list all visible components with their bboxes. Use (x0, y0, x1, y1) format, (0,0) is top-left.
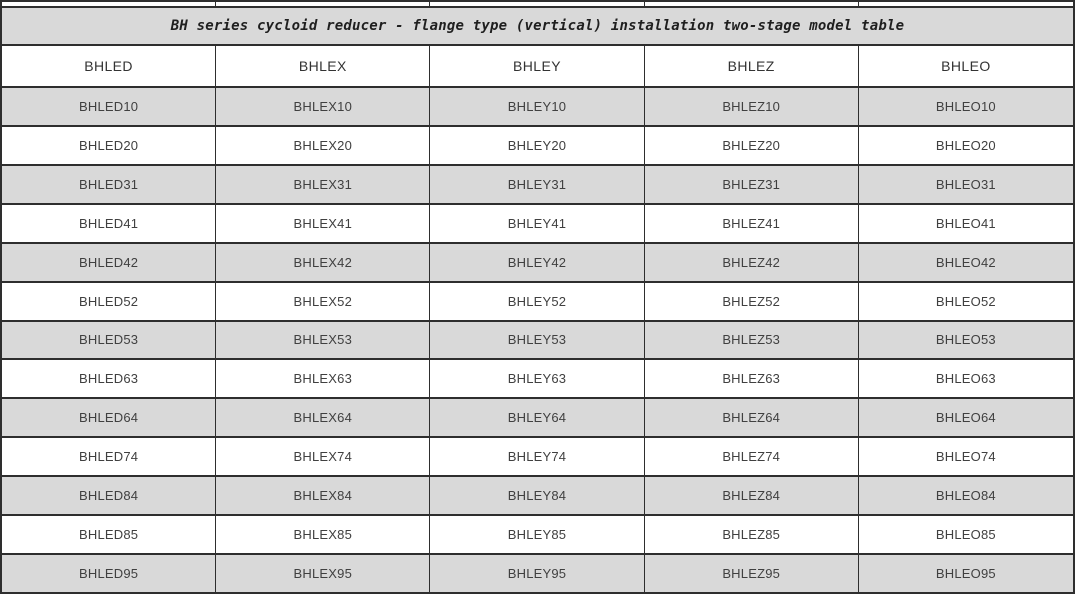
model-cell: BHLEX84 (216, 477, 431, 515)
model-cell: BHLED53 (2, 321, 217, 359)
model-cell: BHLEZ53 (645, 321, 859, 359)
model-cell: BHLEX31 (216, 165, 431, 203)
table-row: BHLED84 BHLEX84 BHLEY84 BHLEZ84 BHLEO84 (2, 477, 1073, 517)
model-cell: BHLEY64 (430, 399, 645, 437)
model-cell: BHLEO64 (935, 410, 996, 426)
table-row: BHLED20 BHLEX20 BHLEY20 BHLEZ20 BHLEO20 (2, 126, 1073, 166)
model-cell: BHLEZ63 (645, 360, 859, 398)
model-cell: BHLEO41 (935, 215, 996, 231)
model-cell: BHLEO42 (935, 254, 996, 270)
model-cell: BHLEO85 (935, 527, 996, 543)
model-cell: BHLEZ95 (645, 555, 859, 592)
sliver-cell (645, 2, 859, 6)
table-row: BHLED31 BHLEX31 BHLEY31 BHLEZ31 BHLEO31 (2, 165, 1073, 205)
sliver-cell (430, 2, 645, 6)
model-cell: BHLEO53 (935, 332, 996, 348)
model-cell: BHLED20 (2, 126, 217, 164)
column-header-bhlex: BHLEX (216, 46, 431, 86)
sliver-cell (216, 2, 431, 6)
table-header-row: BHLED BHLEX BHLEY BHLEZ BHLEO (2, 46, 1073, 88)
model-cell: BHLED64 (2, 399, 217, 437)
model-cell: BHLEZ84 (645, 477, 859, 515)
model-cell: BHLEZ74 (645, 438, 859, 476)
model-cell: BHLED74 (2, 438, 217, 476)
table-row: BHLED10 BHLEX10 BHLEY10 BHLEZ10 BHLEO10 (2, 88, 1073, 127)
column-header-bhled: BHLED (2, 46, 217, 86)
model-cell: BHLEX10 (216, 88, 431, 125)
table-title: BH series cycloid reducer - flange type … (170, 18, 905, 34)
model-cell: BHLEY85 (430, 516, 645, 554)
table-row: BHLED95 BHLEX95 BHLEY95 BHLEZ95 BHLEO95 (2, 555, 1073, 592)
column-header-bhley: BHLEY (430, 46, 645, 86)
model-cell: BHLEZ64 (645, 399, 859, 437)
table-row: BHLED42 BHLEX42 BHLEY42 BHLEZ42 BHLEO42 (2, 243, 1073, 283)
model-cell: BHLEO10 (935, 98, 996, 114)
model-cell: BHLEY74 (430, 438, 645, 476)
model-cell: BHLEO95 (935, 566, 996, 582)
model-cell: BHLED42 (2, 243, 217, 281)
model-cell: BHLEY42 (430, 243, 645, 281)
model-cell: BHLEY10 (430, 88, 645, 125)
model-cell: BHLEO31 (935, 176, 996, 192)
model-cell: BHLEX85 (216, 516, 431, 554)
model-cell: BHLED41 (2, 204, 217, 242)
sliver-cell (859, 2, 1073, 6)
model-cell: BHLEO74 (935, 449, 996, 465)
model-cell: BHLED31 (2, 165, 217, 203)
table-title-row: BH series cycloid reducer - flange type … (2, 8, 1073, 46)
model-cell: BHLEO84 (935, 488, 996, 504)
column-header-bhlez: BHLEZ (645, 46, 859, 86)
model-cell: BHLED10 (2, 88, 217, 125)
model-cell: BHLEX95 (216, 555, 431, 592)
column-header-bhleo: BHLEO (941, 58, 991, 74)
model-cell: BHLEY52 (430, 282, 645, 320)
table-row: BHLED85 BHLEX85 BHLEY85 BHLEZ85 BHLEO85 (2, 516, 1073, 556)
model-cell: BHLEX42 (216, 243, 431, 281)
model-cell: BHLED84 (2, 477, 217, 515)
model-cell: BHLEZ20 (645, 126, 859, 164)
model-cell: BHLEX74 (216, 438, 431, 476)
model-cell: BHLEX52 (216, 282, 431, 320)
model-cell: BHLEX63 (216, 360, 431, 398)
model-cell: BHLED63 (2, 360, 217, 398)
model-cell: BHLEY63 (430, 360, 645, 398)
model-cell: BHLEX20 (216, 126, 431, 164)
model-cell: BHLEX41 (216, 204, 431, 242)
model-cell: BHLEZ41 (645, 204, 859, 242)
model-cell: BHLEY84 (430, 477, 645, 515)
model-cell: BHLEY53 (430, 321, 645, 359)
model-cell: BHLEO63 (935, 371, 996, 387)
model-cell: BHLEZ31 (645, 165, 859, 203)
model-cell: BHLEZ10 (645, 88, 859, 125)
model-cell: BHLEX64 (216, 399, 431, 437)
table-row: BHLED53 BHLEX53 BHLEY53 BHLEZ53 BHLEO53 (2, 321, 1073, 361)
model-cell: BHLEO52 (935, 293, 996, 309)
model-cell: BHLEY20 (430, 126, 645, 164)
table-row: BHLED41 BHLEX41 BHLEY41 BHLEZ41 BHLEO41 (2, 204, 1073, 244)
table-row: BHLED74 BHLEX74 BHLEY74 BHLEZ74 BHLEO74 (2, 438, 1073, 478)
model-cell: BHLEZ85 (645, 516, 859, 554)
model-cell: BHLEZ52 (645, 282, 859, 320)
model-cell: BHLEY31 (430, 165, 645, 203)
table-row: BHLED63 BHLEX63 BHLEY63 BHLEZ63 BHLEO63 (2, 360, 1073, 400)
model-cell: BHLED52 (2, 282, 217, 320)
model-cell: BHLEY95 (430, 555, 645, 592)
model-cell: BHLEX53 (216, 321, 431, 359)
model-cell: BHLEY41 (430, 204, 645, 242)
table-top-sliver (2, 2, 1073, 8)
model-cell: BHLED85 (2, 516, 217, 554)
model-cell: BHLEO20 (935, 137, 996, 153)
model-cell: BHLED95 (2, 555, 217, 592)
table-row: BHLED64 BHLEX64 BHLEY64 BHLEZ64 BHLEO64 (2, 399, 1073, 439)
model-cell: BHLEZ42 (645, 243, 859, 281)
table-body: BHLED10 BHLEX10 BHLEY10 BHLEZ10 BHLEO10 BHLED… (2, 88, 1073, 592)
sliver-cell (2, 2, 217, 6)
table-row: BHLED52 BHLEX52 BHLEY52 BHLEZ52 BHLEO52 (2, 282, 1073, 322)
